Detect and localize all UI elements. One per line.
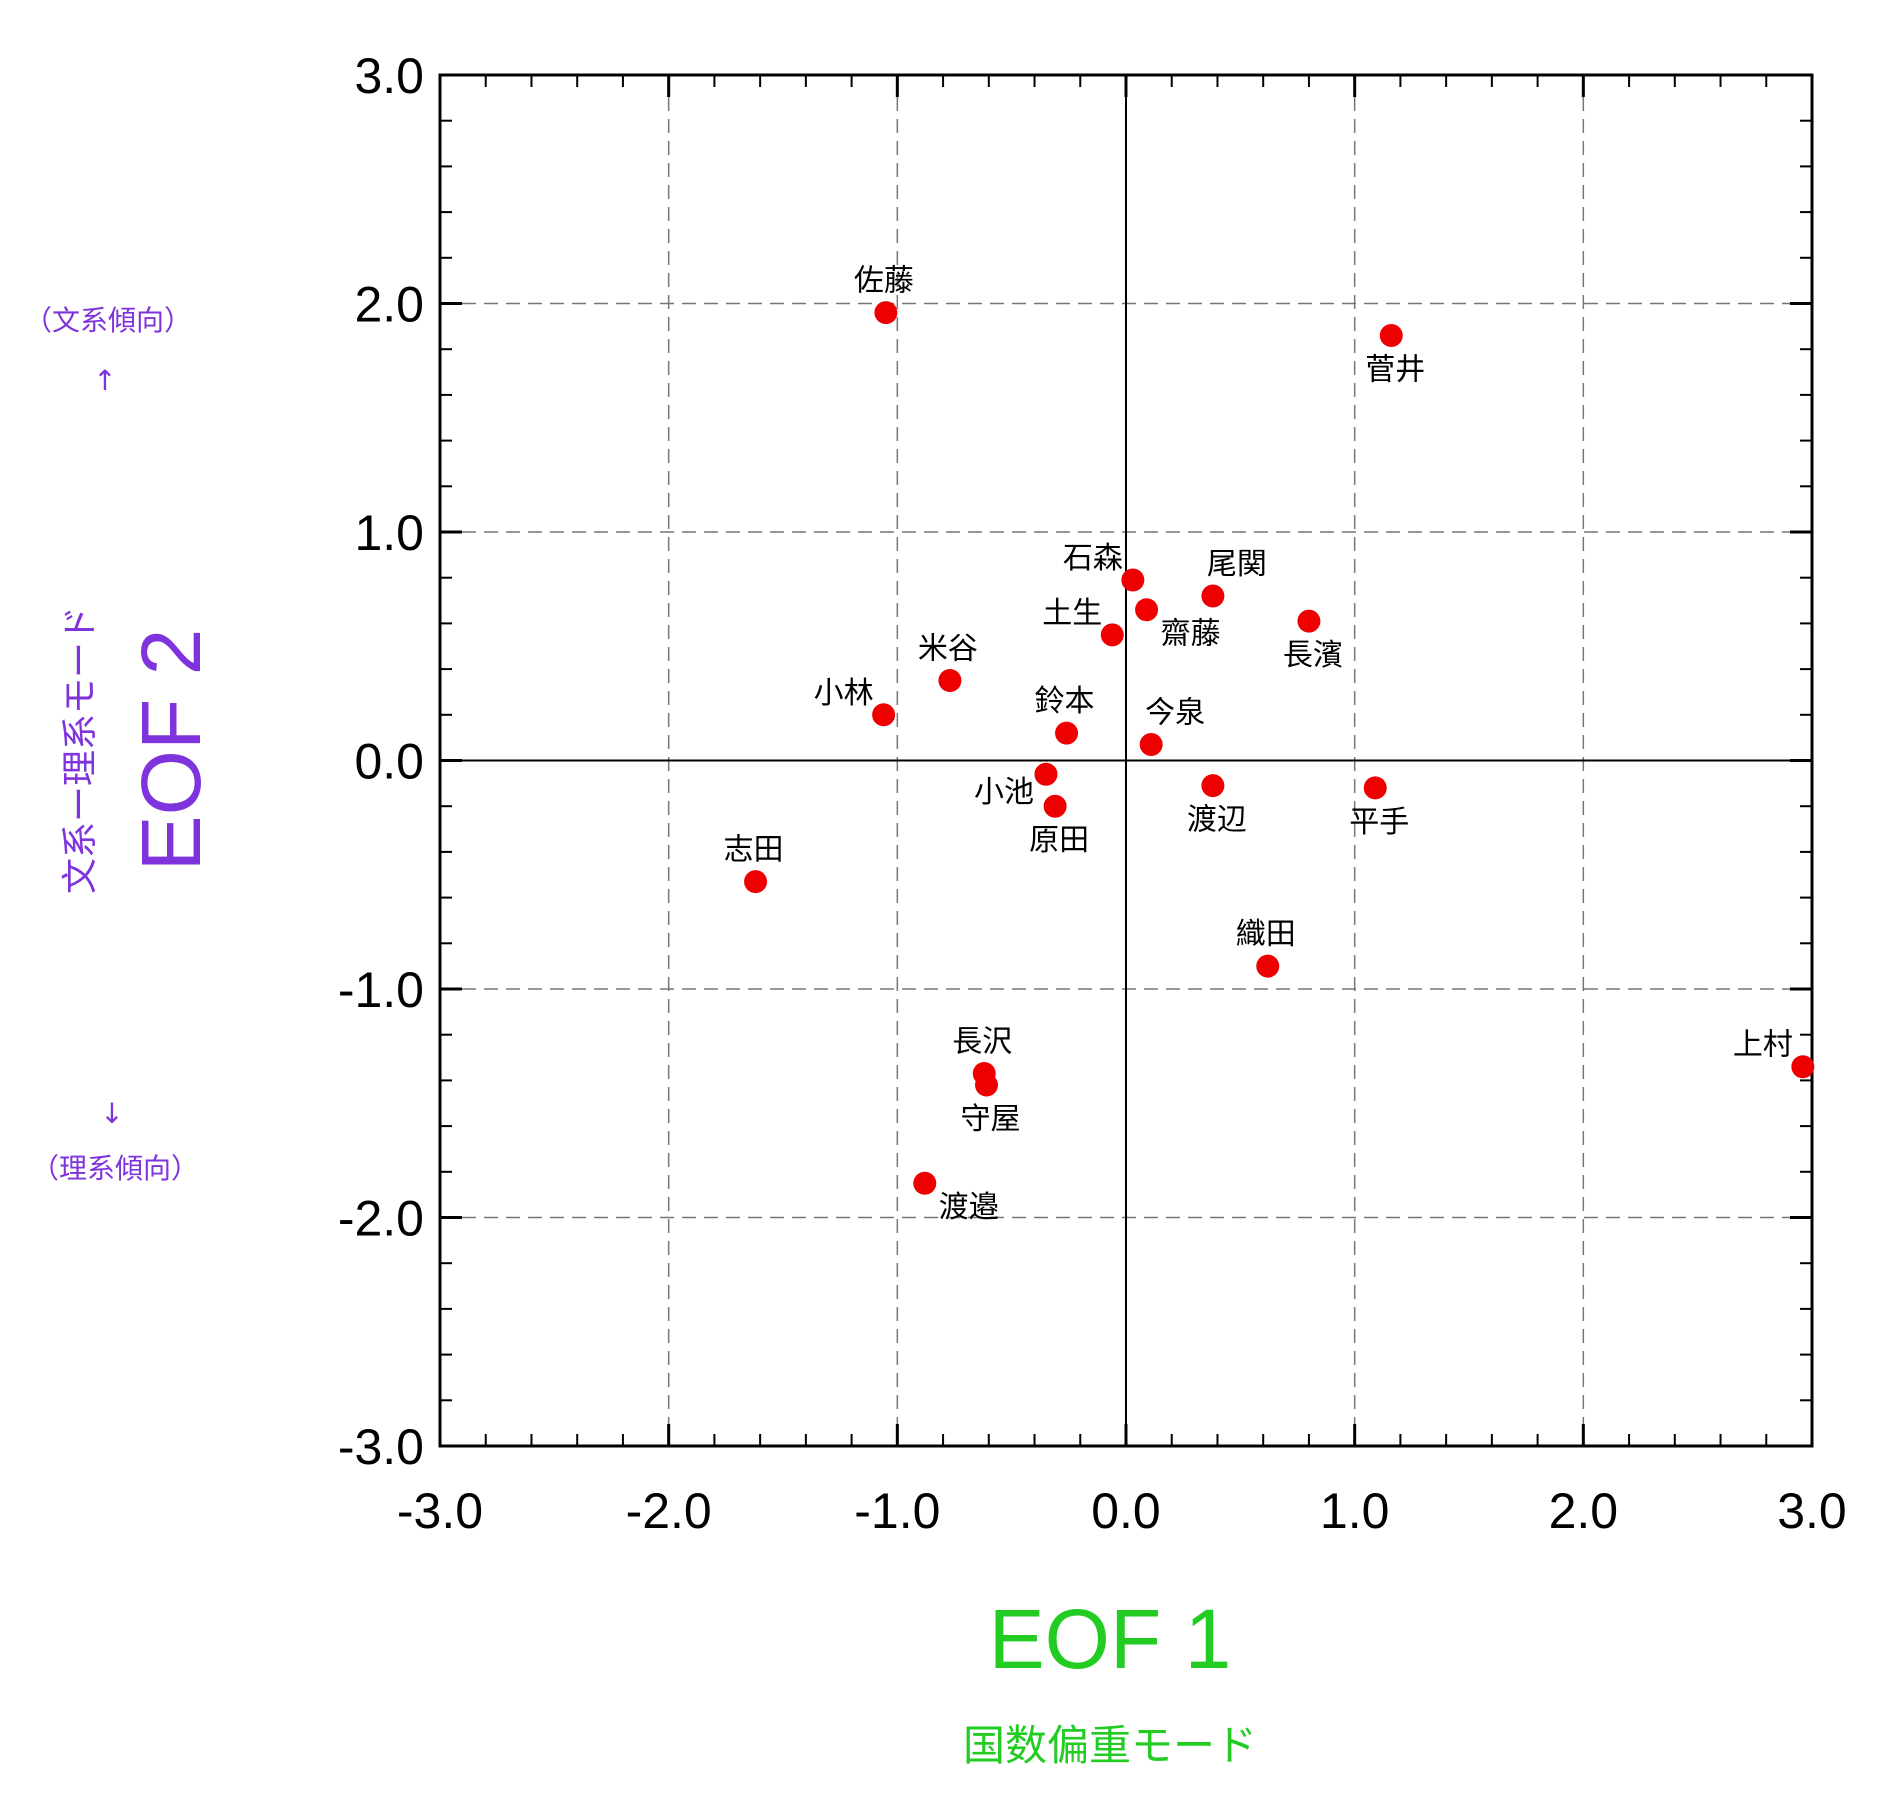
- point-label: 守屋: [961, 1102, 1021, 1137]
- point-label: 米谷: [918, 632, 978, 667]
- x-tick-label: 1.0: [1320, 1483, 1390, 1539]
- point-label: 石森: [1063, 541, 1123, 576]
- y-tick-label: -2.0: [338, 1191, 424, 1247]
- y-tick-label: -1.0: [338, 962, 424, 1018]
- point-label: 小池: [974, 775, 1034, 810]
- point-label: 今泉: [1145, 696, 1205, 731]
- data-point: [1135, 598, 1159, 622]
- y-bottom-note: （理系傾向）: [31, 1152, 199, 1185]
- y-axis-title: EOF 2: [124, 629, 218, 872]
- y-top-note: （文系傾向）: [24, 304, 192, 337]
- data-point: [1121, 568, 1145, 592]
- point-label: 志田: [724, 833, 784, 868]
- point-label: 鈴本: [1035, 684, 1095, 719]
- data-point: [913, 1171, 937, 1195]
- data-point: [1100, 623, 1124, 647]
- y-axis-subtitle: 文系ー理系モード: [60, 606, 101, 894]
- point-label: 渡辺: [1187, 803, 1247, 838]
- x-tick-label: 2.0: [1549, 1483, 1619, 1539]
- point-label: 菅井: [1365, 352, 1425, 387]
- y-tick-label: 0.0: [354, 734, 424, 790]
- x-axis-subtitle: 国数偏重モード: [963, 1721, 1257, 1770]
- y-tick-label: 1.0: [354, 505, 424, 561]
- data-point: [1256, 954, 1280, 978]
- y-tick-label: -3.0: [338, 1419, 424, 1475]
- x-axis-title: EOF 1: [989, 1592, 1232, 1686]
- point-label: 原田: [1029, 823, 1089, 858]
- data-point: [744, 870, 768, 894]
- data-point: [1791, 1055, 1815, 1079]
- point-label: 土生: [1042, 596, 1102, 631]
- data-point: [1139, 733, 1163, 757]
- data-point: [1055, 721, 1079, 745]
- data-point: [938, 669, 962, 693]
- point-label: 長濱: [1283, 638, 1343, 673]
- data-point: [1201, 584, 1225, 608]
- x-tick-label: -2.0: [626, 1483, 712, 1539]
- data-point: [975, 1073, 999, 1097]
- data-point: [874, 301, 898, 325]
- point-label: 渡邉: [939, 1190, 999, 1225]
- data-point: [1034, 762, 1058, 786]
- point-label: 小林: [814, 676, 874, 711]
- y-tick-label: 2.0: [354, 277, 424, 333]
- point-label: 平手: [1349, 805, 1409, 840]
- point-label: 織田: [1236, 917, 1296, 952]
- tick-marks: [438, 73, 1814, 1448]
- y-bottom-arrow: ↓: [100, 1097, 123, 1130]
- point-label: 上村: [1733, 1028, 1793, 1063]
- data-point: [872, 703, 896, 727]
- data-points: [744, 301, 1815, 1195]
- data-point: [1043, 794, 1067, 818]
- point-label: 齋藤: [1161, 617, 1221, 652]
- x-tick-label: -1.0: [854, 1483, 940, 1539]
- point-label: 尾関: [1207, 547, 1267, 582]
- data-point: [1297, 609, 1321, 633]
- point-label: 長沢: [952, 1025, 1012, 1060]
- x-tick-label: 3.0: [1777, 1483, 1847, 1539]
- tick-labels: -3.0 -2.0 -1.0 0.0 1.0 2.0 3.0 -3.0 -2.0 -1.0 0.0 1…: [338, 48, 1847, 1539]
- y-top-arrow: ↑: [93, 364, 116, 397]
- point-label: 佐藤: [854, 264, 914, 299]
- x-tick-label: -3.0: [397, 1483, 483, 1539]
- data-point: [1363, 776, 1387, 800]
- data-point: [1201, 774, 1225, 798]
- y-tick-label: 3.0: [354, 48, 424, 104]
- x-tick-label: 0.0: [1091, 1483, 1161, 1539]
- data-point: [1379, 323, 1403, 347]
- axes: [438, 73, 1814, 1448]
